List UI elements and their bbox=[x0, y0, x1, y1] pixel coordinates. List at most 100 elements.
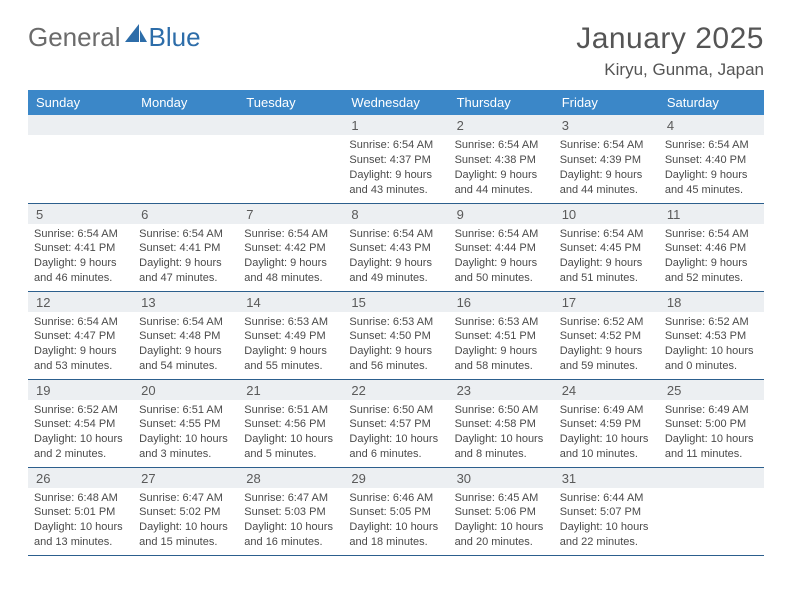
daylight2-text: and 3 minutes. bbox=[139, 447, 232, 462]
daylight2-text: and 59 minutes. bbox=[560, 359, 653, 374]
daylight1-text: Daylight: 9 hours bbox=[455, 168, 548, 183]
cell-body: Sunrise: 6:54 AMSunset: 4:37 PMDaylight:… bbox=[343, 135, 448, 201]
cell-body: Sunrise: 6:51 AMSunset: 4:56 PMDaylight:… bbox=[238, 400, 343, 466]
sunrise-text: Sunrise: 6:54 AM bbox=[665, 227, 758, 242]
cell-body: Sunrise: 6:46 AMSunset: 5:05 PMDaylight:… bbox=[343, 488, 448, 554]
date-number: 21 bbox=[238, 380, 343, 400]
sunset-text: Sunset: 4:59 PM bbox=[560, 417, 653, 432]
sunset-text: Sunset: 5:02 PM bbox=[139, 505, 232, 520]
cell-body: Sunrise: 6:54 AMSunset: 4:42 PMDaylight:… bbox=[238, 224, 343, 290]
date-number: 25 bbox=[659, 380, 764, 400]
daylight1-text: Daylight: 9 hours bbox=[349, 168, 442, 183]
daylight1-text: Daylight: 9 hours bbox=[665, 256, 758, 271]
sunrise-text: Sunrise: 6:47 AM bbox=[139, 491, 232, 506]
calendar-cell: 29Sunrise: 6:46 AMSunset: 5:05 PMDayligh… bbox=[343, 467, 448, 555]
cell-body: Sunrise: 6:54 AMSunset: 4:47 PMDaylight:… bbox=[28, 312, 133, 378]
daylight1-text: Daylight: 10 hours bbox=[455, 520, 548, 535]
sunrise-text: Sunrise: 6:50 AM bbox=[455, 403, 548, 418]
sunset-text: Sunset: 5:03 PM bbox=[244, 505, 337, 520]
sunrise-text: Sunrise: 6:54 AM bbox=[560, 227, 653, 242]
calendar-cell: 21Sunrise: 6:51 AMSunset: 4:56 PMDayligh… bbox=[238, 379, 343, 467]
sunset-text: Sunset: 4:51 PM bbox=[455, 329, 548, 344]
daylight1-text: Daylight: 9 hours bbox=[665, 168, 758, 183]
cell-body: Sunrise: 6:53 AMSunset: 4:49 PMDaylight:… bbox=[238, 312, 343, 378]
daylight1-text: Daylight: 10 hours bbox=[349, 520, 442, 535]
cell-body: Sunrise: 6:44 AMSunset: 5:07 PMDaylight:… bbox=[554, 488, 659, 554]
calendar-cell: 20Sunrise: 6:51 AMSunset: 4:55 PMDayligh… bbox=[133, 379, 238, 467]
calendar-cell: 17Sunrise: 6:52 AMSunset: 4:52 PMDayligh… bbox=[554, 291, 659, 379]
calendar-body: 1Sunrise: 6:54 AMSunset: 4:37 PMDaylight… bbox=[28, 115, 764, 555]
calendar-cell: 14Sunrise: 6:53 AMSunset: 4:49 PMDayligh… bbox=[238, 291, 343, 379]
calendar-cell: 12Sunrise: 6:54 AMSunset: 4:47 PMDayligh… bbox=[28, 291, 133, 379]
calendar-cell: 24Sunrise: 6:49 AMSunset: 4:59 PMDayligh… bbox=[554, 379, 659, 467]
cell-body: Sunrise: 6:50 AMSunset: 4:58 PMDaylight:… bbox=[449, 400, 554, 466]
sunrise-text: Sunrise: 6:54 AM bbox=[244, 227, 337, 242]
date-number: 7 bbox=[238, 204, 343, 224]
daylight2-text: and 18 minutes. bbox=[349, 535, 442, 550]
cell-body: Sunrise: 6:52 AMSunset: 4:53 PMDaylight:… bbox=[659, 312, 764, 378]
dayname-sunday: Sunday bbox=[28, 90, 133, 115]
calendar-cell: 25Sunrise: 6:49 AMSunset: 5:00 PMDayligh… bbox=[659, 379, 764, 467]
calendar-cell: 5Sunrise: 6:54 AMSunset: 4:41 PMDaylight… bbox=[28, 203, 133, 291]
calendar-cell bbox=[133, 115, 238, 203]
sunrise-text: Sunrise: 6:48 AM bbox=[34, 491, 127, 506]
cell-body: Sunrise: 6:54 AMSunset: 4:46 PMDaylight:… bbox=[659, 224, 764, 290]
month-title: January 2025 bbox=[576, 22, 764, 56]
daylight2-text: and 52 minutes. bbox=[665, 271, 758, 286]
calendar-cell: 28Sunrise: 6:47 AMSunset: 5:03 PMDayligh… bbox=[238, 467, 343, 555]
date-number: 23 bbox=[449, 380, 554, 400]
calendar-cell: 13Sunrise: 6:54 AMSunset: 4:48 PMDayligh… bbox=[133, 291, 238, 379]
calendar-row: 19Sunrise: 6:52 AMSunset: 4:54 PMDayligh… bbox=[28, 379, 764, 467]
brand-part2: Blue bbox=[149, 22, 201, 53]
cell-body: Sunrise: 6:52 AMSunset: 4:54 PMDaylight:… bbox=[28, 400, 133, 466]
dayname-wednesday: Wednesday bbox=[343, 90, 448, 115]
sunset-text: Sunset: 4:54 PM bbox=[34, 417, 127, 432]
sunrise-text: Sunrise: 6:50 AM bbox=[349, 403, 442, 418]
calendar-row: 1Sunrise: 6:54 AMSunset: 4:37 PMDaylight… bbox=[28, 115, 764, 203]
sunrise-text: Sunrise: 6:52 AM bbox=[560, 315, 653, 330]
date-number: 14 bbox=[238, 292, 343, 312]
daylight1-text: Daylight: 9 hours bbox=[455, 344, 548, 359]
calendar-cell: 6Sunrise: 6:54 AMSunset: 4:41 PMDaylight… bbox=[133, 203, 238, 291]
daylight1-text: Daylight: 10 hours bbox=[244, 520, 337, 535]
daylight1-text: Daylight: 10 hours bbox=[139, 520, 232, 535]
sunset-text: Sunset: 4:48 PM bbox=[139, 329, 232, 344]
daylight1-text: Daylight: 10 hours bbox=[244, 432, 337, 447]
sunrise-text: Sunrise: 6:54 AM bbox=[139, 315, 232, 330]
calendar-page: General Blue January 2025 Kiryu, Gunma, … bbox=[0, 0, 792, 576]
daylight2-text: and 11 minutes. bbox=[665, 447, 758, 462]
cell-body: Sunrise: 6:49 AMSunset: 5:00 PMDaylight:… bbox=[659, 400, 764, 466]
daylight2-text: and 16 minutes. bbox=[244, 535, 337, 550]
cell-body: Sunrise: 6:54 AMSunset: 4:41 PMDaylight:… bbox=[133, 224, 238, 290]
date-number: 12 bbox=[28, 292, 133, 312]
daylight2-text: and 49 minutes. bbox=[349, 271, 442, 286]
date-number: 9 bbox=[449, 204, 554, 224]
calendar-cell: 3Sunrise: 6:54 AMSunset: 4:39 PMDaylight… bbox=[554, 115, 659, 203]
sunrise-text: Sunrise: 6:53 AM bbox=[244, 315, 337, 330]
cell-body: Sunrise: 6:48 AMSunset: 5:01 PMDaylight:… bbox=[28, 488, 133, 554]
sunset-text: Sunset: 5:00 PM bbox=[665, 417, 758, 432]
daylight2-text: and 5 minutes. bbox=[244, 447, 337, 462]
daylight1-text: Daylight: 10 hours bbox=[455, 432, 548, 447]
calendar-cell: 9Sunrise: 6:54 AMSunset: 4:44 PMDaylight… bbox=[449, 203, 554, 291]
calendar-cell: 26Sunrise: 6:48 AMSunset: 5:01 PMDayligh… bbox=[28, 467, 133, 555]
daylight2-text: and 47 minutes. bbox=[139, 271, 232, 286]
date-number: 1 bbox=[343, 115, 448, 135]
date-number: 6 bbox=[133, 204, 238, 224]
daylight1-text: Daylight: 10 hours bbox=[665, 344, 758, 359]
sunrise-text: Sunrise: 6:44 AM bbox=[560, 491, 653, 506]
date-number: 17 bbox=[554, 292, 659, 312]
calendar-cell: 22Sunrise: 6:50 AMSunset: 4:57 PMDayligh… bbox=[343, 379, 448, 467]
cell-body bbox=[238, 135, 343, 142]
date-number: 19 bbox=[28, 380, 133, 400]
daylight1-text: Daylight: 10 hours bbox=[349, 432, 442, 447]
sunset-text: Sunset: 4:55 PM bbox=[139, 417, 232, 432]
calendar-cell bbox=[659, 467, 764, 555]
sunset-text: Sunset: 4:57 PM bbox=[349, 417, 442, 432]
sunrise-text: Sunrise: 6:52 AM bbox=[34, 403, 127, 418]
date-number: 26 bbox=[28, 468, 133, 488]
daylight1-text: Daylight: 10 hours bbox=[139, 432, 232, 447]
calendar-cell: 15Sunrise: 6:53 AMSunset: 4:50 PMDayligh… bbox=[343, 291, 448, 379]
header: General Blue January 2025 Kiryu, Gunma, … bbox=[28, 22, 764, 80]
daylight2-text: and 45 minutes. bbox=[665, 183, 758, 198]
